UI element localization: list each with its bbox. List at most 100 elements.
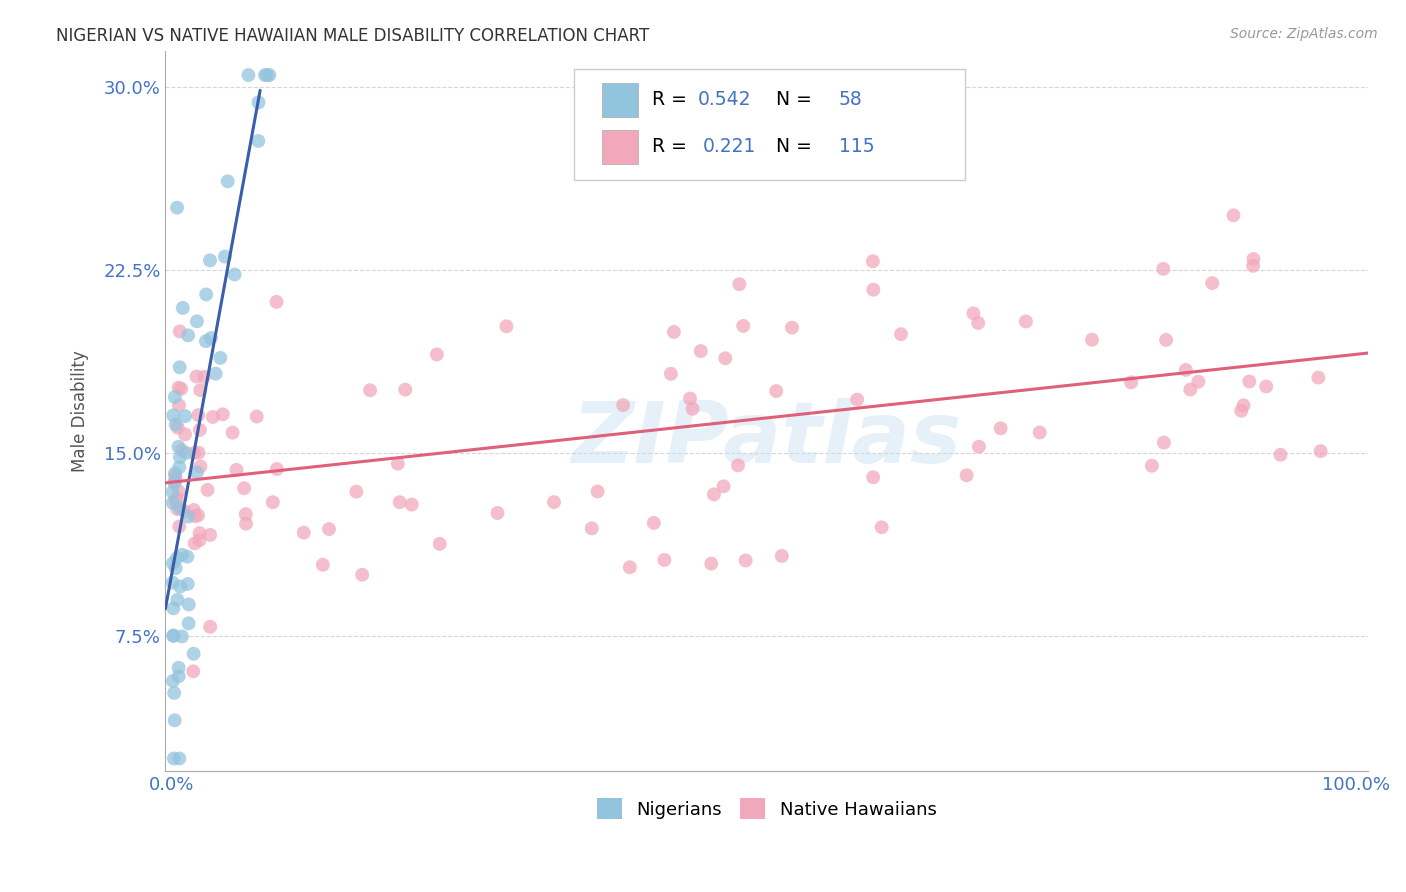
Point [172, 301, 194, 315]
Point [1230, 403, 1253, 417]
Point [1119, 376, 1142, 390]
Point [170, 548, 193, 562]
Point [990, 421, 1012, 435]
Point [247, 134, 270, 148]
Point [166, 551, 188, 566]
Point [195, 287, 218, 301]
Point [169, 360, 191, 375]
Point [862, 470, 884, 484]
Point [292, 525, 315, 540]
Point [162, 409, 184, 423]
Point [186, 466, 208, 480]
Point [188, 526, 211, 541]
Point [235, 516, 257, 531]
Point [682, 401, 704, 416]
Point [162, 673, 184, 688]
Point [1140, 458, 1163, 473]
Point [162, 556, 184, 570]
Point [188, 533, 211, 548]
Point [204, 367, 226, 381]
Point [163, 475, 186, 490]
Point [198, 528, 221, 542]
Point [163, 686, 186, 700]
Point [167, 661, 190, 675]
Point [238, 68, 260, 82]
Point [169, 460, 191, 475]
Text: 115: 115 [839, 137, 875, 156]
Point [183, 503, 205, 517]
Point [187, 408, 209, 422]
Text: Source: ZipAtlas.com: Source: ZipAtlas.com [1230, 27, 1378, 41]
Point [967, 440, 990, 454]
Point [163, 714, 186, 728]
Point [1153, 435, 1175, 450]
Point [184, 509, 207, 524]
Point [187, 508, 209, 523]
Point [955, 468, 977, 483]
Point [612, 398, 634, 412]
Point [188, 423, 211, 437]
Point [166, 491, 188, 506]
Point [256, 68, 278, 82]
Point [679, 392, 702, 406]
Point [162, 601, 184, 615]
Point [224, 268, 246, 282]
Point [169, 519, 191, 533]
Point [177, 328, 200, 343]
Point [770, 549, 793, 563]
Point [703, 487, 725, 501]
Point [388, 495, 411, 509]
Point [166, 201, 188, 215]
Point [163, 390, 186, 404]
Point [170, 382, 193, 396]
Text: N =: N = [763, 90, 818, 110]
Point [162, 485, 184, 500]
FancyBboxPatch shape [574, 69, 965, 180]
Point [426, 347, 449, 361]
Point [198, 620, 221, 634]
Point [198, 253, 221, 268]
Point [170, 630, 193, 644]
Point [167, 484, 190, 499]
Point [166, 502, 188, 516]
Point [586, 484, 609, 499]
Point [862, 254, 884, 268]
Point [733, 318, 755, 333]
Point [174, 446, 197, 460]
Point [870, 520, 893, 534]
Bar [602, 129, 638, 164]
Point [165, 417, 187, 432]
Point [387, 457, 409, 471]
Point [689, 344, 711, 359]
Point [862, 283, 884, 297]
Point [962, 306, 984, 320]
Point [188, 383, 211, 397]
Point [167, 381, 190, 395]
Point [486, 506, 509, 520]
Text: 58: 58 [839, 90, 862, 110]
Point [246, 409, 269, 424]
Y-axis label: Male Disability: Male Disability [72, 350, 89, 472]
Point [163, 475, 186, 490]
Point [253, 68, 276, 82]
Point [165, 493, 187, 508]
Point [1154, 333, 1177, 347]
Point [1081, 333, 1104, 347]
Point [217, 174, 239, 188]
Point [700, 557, 723, 571]
Point [429, 537, 451, 551]
Point [890, 327, 912, 342]
Point [233, 481, 256, 495]
Point [1270, 448, 1292, 462]
Point [183, 446, 205, 460]
Point [662, 325, 685, 339]
Point [266, 462, 288, 476]
Point [169, 325, 191, 339]
Point [235, 507, 257, 521]
Point [167, 398, 190, 412]
Point [166, 420, 188, 434]
Point [162, 496, 184, 510]
Point [209, 351, 232, 365]
Point [401, 498, 423, 512]
Point [643, 516, 665, 530]
